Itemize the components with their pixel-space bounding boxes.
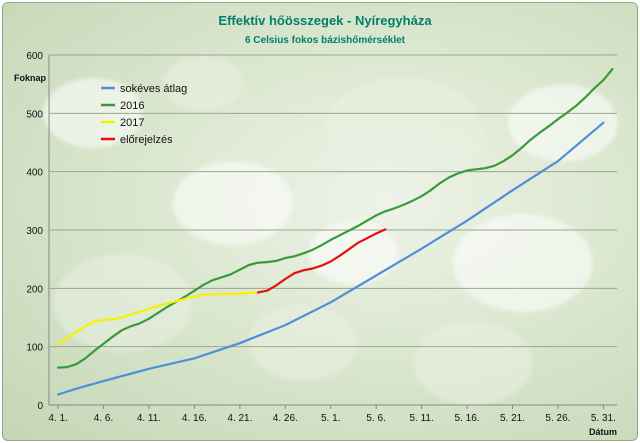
legend-entry: 2017 bbox=[120, 117, 144, 129]
line-chart: Effektív hőösszegek - Nyíregyháza 6 Cels… bbox=[14, 13, 618, 437]
background-blossom bbox=[53, 254, 193, 352]
x-tick-label: 5. 11. bbox=[409, 413, 433, 424]
background-blossom bbox=[453, 214, 593, 312]
y-tick-label: 600 bbox=[26, 51, 43, 62]
y-axis-ticks: 0 100 200 300 400 500 600 bbox=[26, 51, 43, 412]
x-tick-label: 5. 26. bbox=[545, 413, 570, 424]
series-line-2017 bbox=[56, 291, 260, 345]
background-blossom bbox=[163, 55, 243, 111]
legend-entry: sokéves átlag bbox=[120, 83, 187, 95]
chart-subtitle: 6 Celsius fokos bázishőmérséklet bbox=[245, 35, 406, 46]
y-tick-label: 500 bbox=[26, 109, 43, 120]
series-lines bbox=[56, 67, 614, 396]
x-tick-label: 5. 6. bbox=[366, 413, 385, 424]
y-tick-label: 100 bbox=[26, 343, 43, 354]
y-tick-label: 0 bbox=[37, 401, 43, 412]
background-blossom bbox=[173, 161, 293, 245]
background-blossom bbox=[413, 321, 533, 405]
gridlines bbox=[49, 54, 617, 348]
x-tick-label: 5. 21. bbox=[500, 413, 525, 424]
background-blossom bbox=[508, 84, 618, 162]
series-line-előrejelzés bbox=[256, 228, 387, 294]
legend: sokéves átlag 2016 2017 előrejelzés bbox=[101, 83, 187, 146]
background-flower-image bbox=[43, 55, 618, 405]
x-tick-label: 4. 21. bbox=[227, 413, 252, 424]
series-line-2016 bbox=[56, 67, 614, 369]
background-blossom bbox=[308, 221, 398, 285]
x-tick-label: 4. 1. bbox=[48, 413, 67, 424]
x-tick-label: 4. 11. bbox=[137, 413, 161, 424]
y-tick-label: 200 bbox=[26, 284, 43, 295]
x-axis-ticks: 4. 1. 4. 6. 4. 11. 4. 16. 4. 21. 4. 26. 5. 1. 5… bbox=[48, 405, 616, 424]
series-line-sokéves átlag bbox=[56, 121, 605, 396]
y-tick-label: 300 bbox=[26, 226, 43, 237]
x-axis-label: Dátum bbox=[589, 427, 617, 437]
x-tick-label: 5. 16. bbox=[455, 413, 480, 424]
x-tick-label: 5. 1. bbox=[321, 413, 340, 424]
background-blossom bbox=[323, 77, 483, 189]
x-tick-label: 4. 6. bbox=[94, 413, 113, 424]
y-axis-label: Foknap bbox=[14, 73, 47, 83]
y-tick-label: 400 bbox=[26, 168, 43, 179]
x-tick-label: 4. 16. bbox=[182, 413, 207, 424]
x-tick-label: 4. 26. bbox=[273, 413, 298, 424]
legend-entry: előrejelzés bbox=[120, 134, 173, 146]
background-blossom bbox=[248, 304, 358, 382]
legend-entry: 2016 bbox=[120, 100, 144, 112]
x-tick-label: 5. 31. bbox=[591, 413, 616, 424]
chart-title: Effektív hőösszegek - Nyíregyháza bbox=[218, 13, 432, 28]
